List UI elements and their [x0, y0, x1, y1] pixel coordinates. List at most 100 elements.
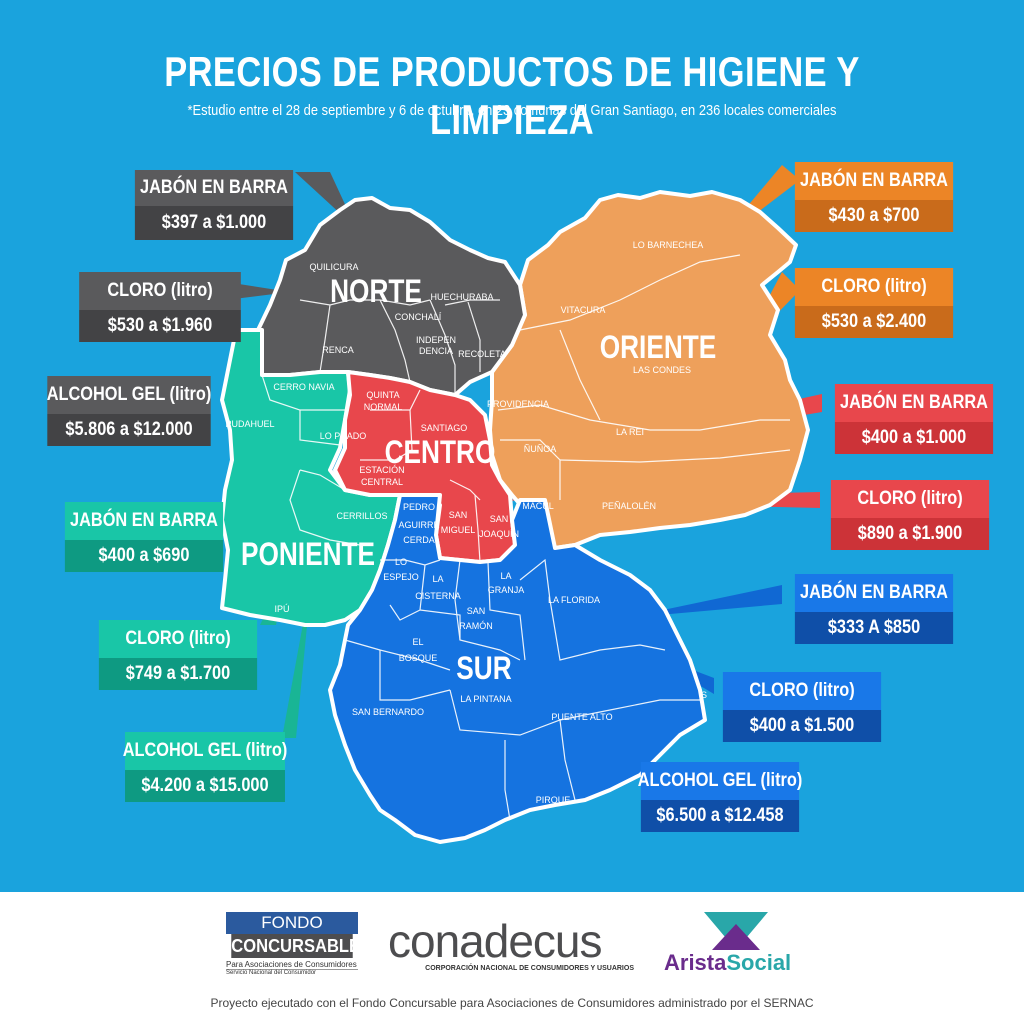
comuna-santiago: SANTIAGO	[421, 423, 468, 433]
comuna-pedro-aguirre-cerda-1: PEDRO	[403, 502, 435, 512]
comuna-la-pintana: LA PINTANA	[460, 694, 511, 704]
arista-word-1: Arista	[664, 950, 727, 975]
callout-poniente-jabon: JABÓN EN BARRA $400 a $690	[52, 502, 236, 572]
comuna-pirque: PIRQUE	[536, 795, 571, 805]
comuna-quinta-normal-1: QUINTA	[366, 390, 399, 400]
callout-label: JABÓN EN BARRA	[794, 162, 954, 200]
callout-range: $4.200 a $15.000	[125, 770, 285, 802]
callout-poniente-cloro: CLORO (litro) $749 a $1.700	[86, 620, 270, 690]
comuna-puente-alto: PUENTE ALTO	[551, 712, 612, 722]
comuna-providencia: PROVIDENCIA	[487, 399, 549, 409]
callout-label: CLORO (litro)	[722, 672, 882, 710]
zone-label-poniente: PONIENTE	[241, 538, 375, 573]
comuna-quinta-normal-2: NORMAL	[364, 402, 403, 412]
zone-label-norte: NORTE	[330, 275, 422, 310]
comuna-vitacura: VITACURA	[561, 305, 606, 315]
callout-label: CLORO (litro)	[79, 272, 241, 310]
comuna-lo-prado: LO PRADO	[320, 431, 367, 441]
fondo-logo-line4: Servicio Nacional del Consumidor	[226, 969, 358, 976]
comuna-la-reina: LA REI	[616, 427, 644, 437]
comuna-estacion-central-2: CENTRAL	[361, 477, 403, 487]
comuna-huechuraba: HUECHURABA	[430, 292, 493, 302]
comuna-maipu: IPÚ	[274, 604, 289, 614]
callout-norte-alcohol: ALCOHOL GEL (litro) $5.806 a $12.000	[34, 376, 224, 446]
comuna-penalolen: PEÑALOLÉN	[602, 501, 656, 511]
comuna-lo-espejo-2: ESPEJO	[383, 572, 419, 582]
callout-range: $749 a $1.700	[98, 658, 258, 690]
comuna-el-bosque-2: BOSQUE	[399, 653, 438, 663]
footer: FONDO CONCURSABLE Para Asociaciones de C…	[0, 892, 1024, 1024]
comuna-pudahuel: PUDAHUEL	[225, 419, 274, 429]
comuna-las-condes: LAS CONDES	[633, 365, 691, 375]
comuna-san-ramon-1: SAN	[467, 606, 486, 616]
zone-label-sur: SUR	[456, 652, 511, 687]
callout-poniente-alcohol: ALCOHOL GEL (litro) $4.200 a $15.000	[112, 732, 298, 802]
comuna-pedro-aguirre-cerda-3: CERDA	[403, 535, 435, 545]
zone-label-oriente: ORIENTE	[600, 331, 717, 366]
conadecus-logo: conadecus CORPORACIÓN NACIONAL DE CONSUM…	[388, 918, 634, 972]
comuna-la-granja-1: LA	[500, 571, 511, 581]
callout-range: $530 a $1.960	[79, 310, 241, 342]
callout-range: $400 a $1.000	[834, 422, 994, 454]
arista-word-2: Social	[726, 950, 792, 975]
pointer-norte-cloro	[226, 282, 290, 300]
callout-label: CLORO (litro)	[794, 268, 954, 306]
callout-label: ALCOHOL GEL (litro)	[123, 732, 287, 770]
comuna-estacion-central-1: ESTACIÓN	[359, 465, 404, 475]
fondo-logo-line2: CONCURSABLE	[231, 934, 361, 958]
callout-range: $333 A $850	[794, 612, 954, 644]
comuna-san-ramon-2: RAMÓN	[459, 621, 493, 631]
comuna-recoleta: RECOLETA	[458, 349, 506, 359]
santiago-map: NORTE ORIENTE CENTRO PONIENTE SUR QUILIC…	[220, 165, 822, 844]
comuna-macul: MACUL	[522, 501, 554, 511]
fondo-logo-line3: Para Asociaciones de Consumidores	[226, 960, 357, 969]
zone-sur	[328, 493, 707, 844]
comuna-san-joaquin-1: SAN	[490, 514, 509, 524]
callout-range: $400 a $1.500	[722, 710, 882, 742]
comuna-cerrillos: CERRILLOS	[336, 511, 387, 521]
comuna-lo-espejo-1: LO	[395, 557, 407, 567]
comuna-pedro-aguirre-cerda-2: AGUIRRE	[398, 520, 439, 530]
zone-label-centro: CENTRO	[385, 436, 496, 471]
page-title: PRECIOS DE PRODUCTOS DE HIGIENE Y LIMPIE…	[164, 48, 860, 143]
comuna-san-joaquin-2: JOAQUÍN	[479, 529, 519, 539]
callout-norte-jabon: JABÓN EN BARRA $397 a $1.000	[122, 170, 306, 240]
callout-sur-jabon: JABÓN EN BARRA $333 A $850	[782, 574, 966, 644]
header: PRECIOS DE PRODUCTOS DE HIGIENE Y LIMPIE…	[0, 0, 1024, 143]
comuna-nunoa: ÑUÑOA	[524, 444, 557, 454]
callout-oriente-jabon: JABÓN EN BARRA $430 a $700	[782, 162, 966, 232]
comuna-conchali: CONCHALÍ	[395, 312, 442, 322]
callout-range: $397 a $1.000	[134, 206, 294, 240]
comuna-san-jose: S	[701, 690, 707, 700]
callout-label: JABÓN EN BARRA	[834, 384, 994, 422]
callout-centro-cloro: CLORO (litro) $890 a $1.900	[818, 480, 1002, 550]
callout-sur-alcohol: ALCOHOL GEL (litro) $6.500 a $12.458	[628, 762, 812, 832]
callout-range: $430 a $700	[794, 200, 954, 232]
comuna-la-cisterna-1: LA	[432, 574, 443, 584]
fondo-concursable-logo: FONDO CONCURSABLE Para Asociaciones de C…	[226, 912, 361, 976]
callout-range: $890 a $1.900	[830, 518, 990, 550]
comuna-renca: RENCA	[322, 345, 354, 355]
comuna-san-miguel-1: SAN	[449, 510, 468, 520]
comuna-independencia-1: INDEPEN	[416, 335, 456, 345]
conadecus-wordmark: conadecus	[388, 915, 603, 967]
callout-label: JABÓN EN BARRA	[134, 170, 294, 206]
callout-label: ALCOHOL GEL (litro)	[47, 376, 211, 414]
comuna-el-bosque-1: EL	[412, 637, 423, 647]
fondo-logo-line1: FONDO	[226, 912, 358, 934]
arista-social-logo: AristaSocial	[664, 910, 804, 980]
page-subtitle: *Estudio entre el 28 de septiembre y 6 d…	[187, 102, 837, 119]
comuna-san-bernardo: SAN BERNARDO	[352, 707, 424, 717]
comuna-independencia-2: DENCIA	[419, 346, 453, 356]
callout-range: $5.806 a $12.000	[47, 414, 211, 446]
arista-wordmark: AristaSocial	[664, 950, 791, 976]
callout-range: $6.500 a $12.458	[640, 800, 800, 832]
callout-centro-jabon: JABÓN EN BARRA $400 a $1.000	[822, 384, 1006, 454]
comuna-san-miguel-2: MIGUEL	[441, 525, 476, 535]
callout-range: $530 a $2.400	[794, 306, 954, 338]
callout-oriente-cloro: CLORO (litro) $530 a $2.400	[782, 268, 966, 338]
conadecus-tagline: CORPORACIÓN NACIONAL DE CONSUMIDORES Y U…	[425, 965, 634, 972]
callout-label: CLORO (litro)	[830, 480, 990, 518]
callout-norte-cloro: CLORO (litro) $530 a $1.960	[66, 272, 254, 342]
callout-label: JABÓN EN BARRA	[64, 502, 224, 540]
